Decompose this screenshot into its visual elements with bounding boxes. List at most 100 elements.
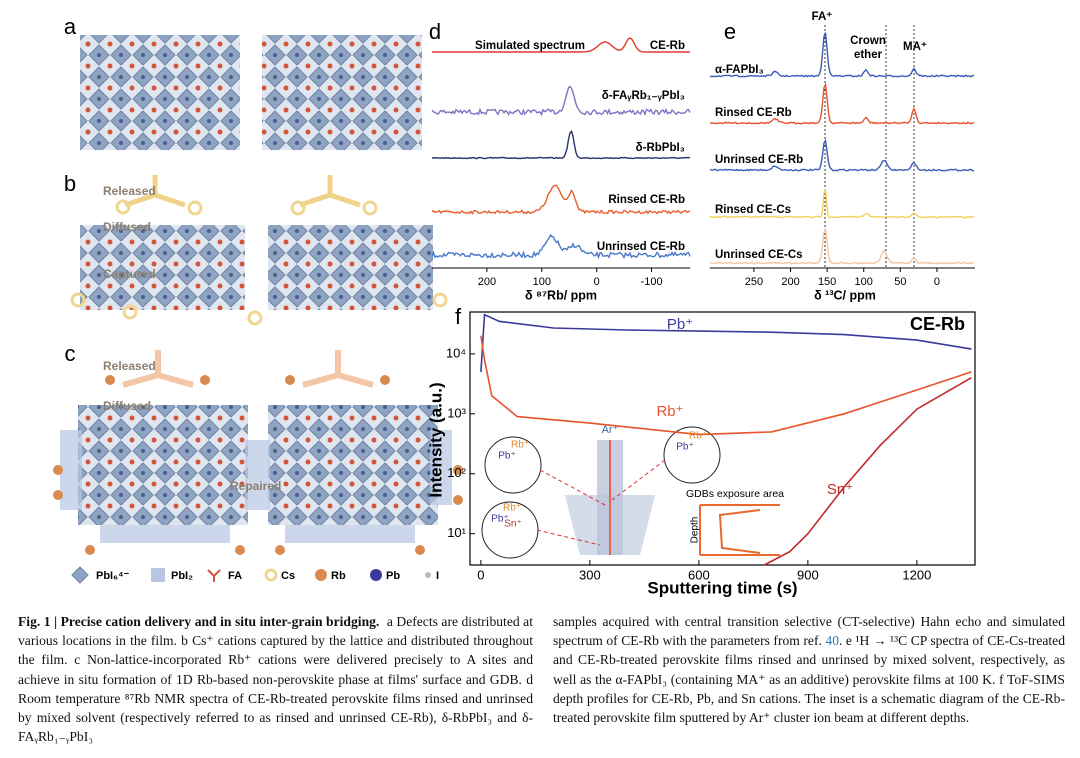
arrows <box>122 350 374 388</box>
legend-icon <box>264 568 278 582</box>
label: 0 <box>477 567 484 582</box>
label: Diffused <box>103 399 151 413</box>
nmr-traces <box>431 37 691 260</box>
label: b <box>64 171 76 196</box>
series-line <box>763 377 972 566</box>
spectrum <box>431 184 691 215</box>
label: Rinsed CE-Rb <box>608 194 685 206</box>
label: CE-Rb <box>910 314 965 334</box>
label: CE-Rb <box>650 40 685 52</box>
cs-ions <box>70 199 448 326</box>
label: 900 <box>797 567 819 582</box>
label: Rb⁺ <box>656 403 683 420</box>
label: I <box>436 570 439 582</box>
label: e <box>724 19 736 44</box>
label: 300 <box>579 567 601 582</box>
lattice <box>268 225 433 310</box>
pbi2-slab <box>285 525 415 543</box>
spectrum <box>709 189 975 219</box>
label: 10² <box>447 465 466 480</box>
label: Captured <box>103 267 156 281</box>
series-line <box>480 313 972 372</box>
series-line <box>480 335 972 436</box>
label: 1200 <box>902 567 931 582</box>
label: Pb⁺ <box>498 451 516 462</box>
label: Diffused <box>103 220 151 234</box>
pbi2-slab <box>245 440 270 510</box>
rb-ions <box>53 375 463 555</box>
label: 10⁴ <box>446 345 466 360</box>
label: FA <box>228 570 242 582</box>
label: Cs <box>281 570 295 582</box>
label: 200 <box>478 276 496 288</box>
caption-left: Fig. 1 | Precise cation delivery and in … <box>18 612 533 746</box>
label: 50 <box>894 276 906 288</box>
label: Rb⁺ <box>503 503 521 514</box>
label: Sputtering time (s) <box>647 578 797 597</box>
label: -100 <box>641 276 663 288</box>
caption-text: . e ¹H → ¹³C CP spectra of CE-Cs-treated… <box>553 633 1065 726</box>
spectrum <box>709 138 974 172</box>
label: Unrinsed CE-Rb <box>715 154 803 166</box>
pbi2-slab <box>100 525 230 543</box>
label: Ar⁺ <box>602 424 619 436</box>
label: δ ¹³C/ ppm <box>814 288 876 302</box>
label: δ-RbPbI₃ <box>636 142 685 154</box>
label: 10³ <box>447 405 466 420</box>
label: Pb⁺ <box>491 514 509 525</box>
plot-frame <box>469 311 976 566</box>
spectrum <box>709 82 975 125</box>
label: Pb⁺ <box>667 316 693 333</box>
label: 200 <box>781 276 799 288</box>
label: 250 <box>745 276 763 288</box>
label: PbI₂ <box>171 570 193 582</box>
spectrum <box>431 85 691 117</box>
label: 10¹ <box>447 525 466 540</box>
caption-text: samples acquired with central transition… <box>553 614 1065 649</box>
label: 600 <box>688 567 710 582</box>
label: Depth <box>690 517 701 544</box>
label: α-FAPbI₃ <box>715 64 764 76</box>
label: Sn⁺ <box>827 481 853 498</box>
lattice <box>80 35 240 150</box>
label: Unrinsed CE-Rb <box>597 241 685 253</box>
label: δ ⁸⁷Rb/ ppm <box>525 288 597 302</box>
spectrum <box>709 227 975 265</box>
spectrum <box>431 233 691 260</box>
lattice <box>80 225 245 310</box>
label: Released <box>103 359 156 373</box>
lattice <box>78 405 248 525</box>
label: d <box>429 19 441 44</box>
label: FA⁺ <box>812 11 833 23</box>
label: Pb <box>386 570 400 582</box>
caption-title: Fig. 1 | Precise cation delivery and in … <box>18 614 380 629</box>
label: MA⁺ <box>903 41 927 53</box>
inset <box>481 426 780 559</box>
caption-text: a Defects are distributed at various loc… <box>18 614 533 745</box>
label: Released <box>103 184 156 198</box>
label: Rinsed CE-Cs <box>715 204 791 216</box>
legend-icon <box>207 569 221 582</box>
label: 150 <box>818 276 836 288</box>
reference-link[interactable]: 40 <box>825 633 839 649</box>
label: GDBs exposure area <box>686 488 784 500</box>
label: Repaired <box>230 479 281 493</box>
label: Rb⁺ <box>689 431 707 442</box>
legend-icon <box>151 568 165 582</box>
label: Intensity (a.u.) <box>426 382 445 497</box>
legend-icon <box>315 569 327 581</box>
label: a <box>64 14 77 39</box>
label: ether <box>854 49 883 61</box>
spectrum <box>431 129 691 160</box>
arrows <box>124 175 361 208</box>
label: 100 <box>533 276 551 288</box>
label: 0 <box>934 276 940 288</box>
pbi2-slab <box>430 430 452 505</box>
lattice <box>262 35 422 150</box>
label: Pb⁺ <box>676 442 694 453</box>
figure: a b c d e f Released Diffused Captured Released Di… <box>53 11 976 597</box>
spectrum <box>432 37 690 53</box>
label: c <box>65 341 76 366</box>
cp-traces <box>709 25 975 268</box>
